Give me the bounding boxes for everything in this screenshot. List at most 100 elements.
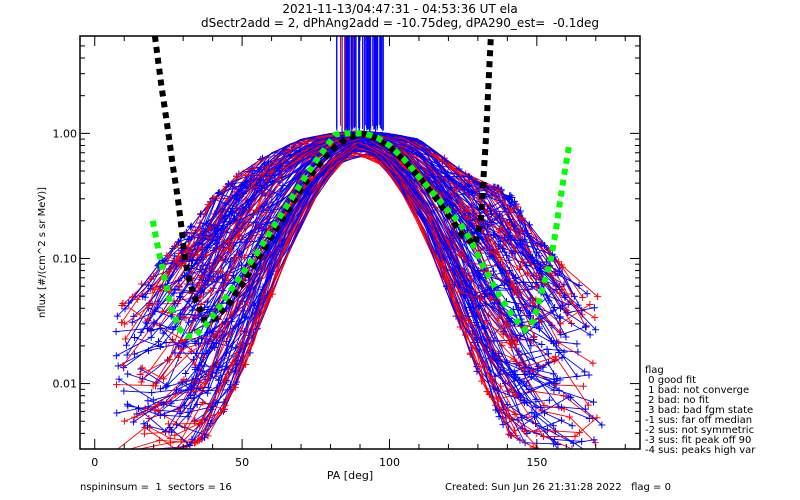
data-point-marker <box>521 371 529 379</box>
data-point-marker <box>215 386 223 394</box>
data-point-marker <box>212 339 220 347</box>
data-point-marker <box>200 268 208 276</box>
data-point-marker <box>507 339 515 347</box>
x-tick-label: 100 <box>379 456 400 469</box>
data-point-marker <box>483 387 491 395</box>
data-point-marker <box>171 431 179 439</box>
data-point-marker <box>182 369 190 377</box>
data-point-marker <box>550 386 558 394</box>
data-point-marker <box>121 320 129 328</box>
legend-item: -2 sus: not symmetric <box>645 425 755 436</box>
data-point-marker <box>476 294 484 302</box>
data-point-marker <box>144 403 152 411</box>
data-point-marker <box>193 400 201 408</box>
data-point-marker <box>514 203 522 211</box>
data-point-marker <box>113 409 121 417</box>
data-point-marker <box>589 359 597 367</box>
data-point-marker <box>575 281 583 289</box>
data-point-marker <box>560 348 568 356</box>
data-point-marker <box>209 273 217 281</box>
data-point-marker <box>598 421 606 429</box>
data-point-marker <box>505 256 513 264</box>
data-point-marker <box>122 341 130 349</box>
data-traces <box>112 36 606 449</box>
data-point-marker <box>175 282 183 290</box>
data-point-marker <box>215 213 223 221</box>
data-point-marker <box>245 200 253 208</box>
data-point-marker <box>224 244 232 252</box>
data-point-marker <box>487 210 495 218</box>
data-point-marker <box>144 301 152 309</box>
data-point-marker <box>530 333 538 341</box>
data-point-marker <box>112 328 120 336</box>
data-point-marker <box>149 382 157 390</box>
data-point-marker <box>186 441 194 449</box>
data-point-marker <box>486 253 494 261</box>
data-point-marker <box>489 267 497 275</box>
legend-item: 2 bad: no fit <box>645 395 709 406</box>
data-point-marker <box>506 195 514 203</box>
data-point-marker <box>550 427 558 435</box>
data-point-marker <box>113 312 121 320</box>
data-point-marker <box>204 383 212 391</box>
data-point-marker <box>224 237 232 245</box>
data-point-marker <box>262 208 270 216</box>
data-point-marker <box>204 201 212 209</box>
data-point-marker <box>204 280 212 288</box>
data-point-marker <box>520 397 528 405</box>
data-point-marker <box>188 376 196 384</box>
data-point-marker <box>222 362 230 370</box>
data-point-marker <box>139 375 147 383</box>
data-point-marker <box>581 368 589 376</box>
data-point-marker <box>118 319 126 327</box>
data-point-marker <box>154 304 162 312</box>
legend-title: flag <box>645 365 664 376</box>
data-point-marker <box>171 349 179 357</box>
data-point-marker <box>507 201 515 209</box>
data-point-marker <box>532 278 540 286</box>
data-point-marker <box>564 300 572 308</box>
data-point-marker <box>489 231 497 239</box>
data-point-marker <box>136 370 144 378</box>
data-point-marker <box>203 251 211 259</box>
data-point-marker <box>488 191 496 199</box>
data-trace <box>198 140 542 367</box>
data-point-marker <box>567 393 575 401</box>
data-point-marker <box>149 286 157 294</box>
data-point-marker <box>156 385 164 393</box>
data-point-marker <box>227 317 235 325</box>
data-point-marker <box>214 189 222 197</box>
data-point-marker <box>225 180 233 188</box>
data-point-marker <box>594 293 602 301</box>
data-point-marker <box>469 332 477 340</box>
data-point-marker <box>217 267 225 275</box>
data-point-marker <box>516 392 524 400</box>
data-point-marker <box>509 331 517 339</box>
data-point-marker <box>507 192 515 200</box>
data-point-marker <box>506 266 514 274</box>
chart-title: 2021-11-13/04:47:31 - 04:53:36 UT ela <box>282 2 518 16</box>
data-point-marker <box>552 380 560 388</box>
legend-item: -1 sus: far off median <box>645 415 753 426</box>
data-point-marker <box>511 371 519 379</box>
data-point-marker <box>465 173 473 181</box>
data-point-marker <box>204 389 212 397</box>
data-point-marker <box>161 411 169 419</box>
data-point-marker <box>232 378 240 386</box>
chart-subtitle: dSectr2add = 2, dPhAng2add = -10.75deg, … <box>200 16 599 30</box>
axes: 0 50 100 150 PA [deg] 0.01 0.10 1.00 nflux [#/(c… <box>37 35 640 482</box>
data-point-marker <box>226 257 234 265</box>
legend-item: -4 sus: peaks high var <box>645 445 756 456</box>
data-point-marker <box>494 315 502 323</box>
data-point-marker <box>544 350 552 358</box>
x-axis-label: PA [deg] <box>327 469 373 482</box>
data-point-marker <box>476 271 484 279</box>
data-point-marker <box>550 370 558 378</box>
data-point-marker <box>505 430 513 438</box>
data-point-marker <box>199 398 207 406</box>
data-point-marker <box>516 332 524 340</box>
data-point-marker <box>177 386 185 394</box>
data-point-marker <box>518 258 526 266</box>
data-point-marker <box>545 396 553 404</box>
legend-item: -3 sus: fit peak off 90 <box>645 435 752 446</box>
